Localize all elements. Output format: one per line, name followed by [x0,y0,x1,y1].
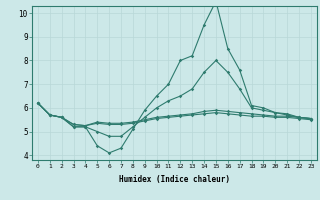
X-axis label: Humidex (Indice chaleur): Humidex (Indice chaleur) [119,175,230,184]
